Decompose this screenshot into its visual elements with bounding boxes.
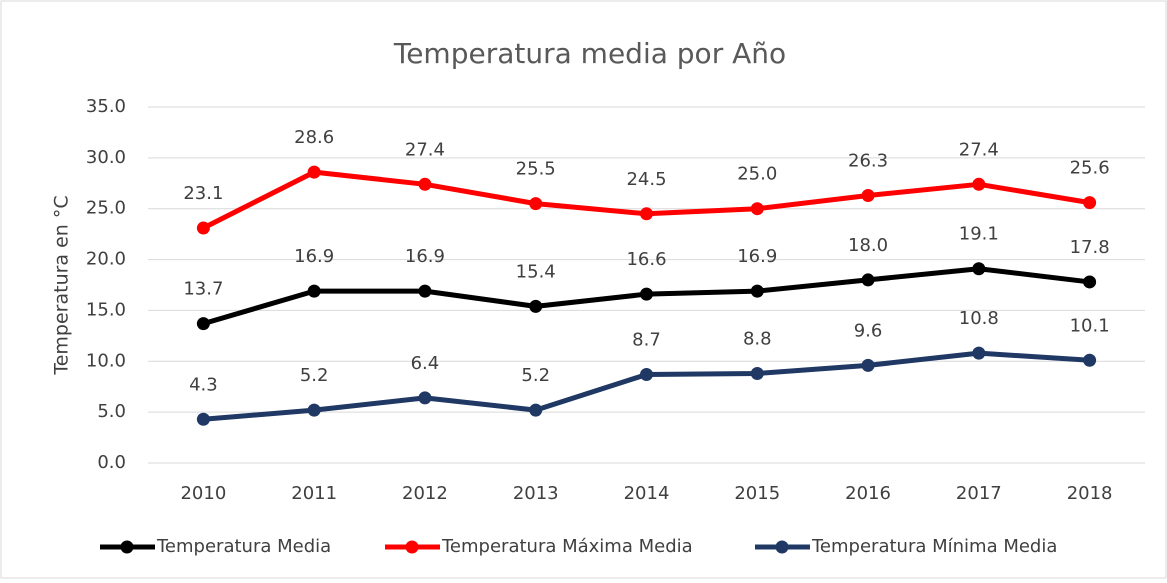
- data-point: [640, 207, 653, 221]
- y-axis-label: Temperatura en °C: [51, 195, 73, 375]
- x-tick-label: 2012: [402, 483, 448, 504]
- data-label: 5.2: [300, 365, 329, 386]
- data-label: 8.7: [632, 330, 661, 351]
- x-tick-label: 2010: [180, 483, 226, 504]
- data-label: 15.4: [516, 261, 556, 282]
- data-point: [1083, 196, 1097, 210]
- data-label: 16.9: [294, 246, 334, 267]
- data-label: 6.4: [411, 353, 440, 374]
- data-point: [1083, 275, 1097, 289]
- data-point: [307, 403, 321, 417]
- data-label: 28.6: [294, 127, 334, 148]
- data-label: 5.2: [521, 365, 550, 386]
- legend-marker: [775, 540, 789, 554]
- data-point: [307, 165, 321, 179]
- data-point: [750, 284, 764, 298]
- data-label: 16.6: [626, 249, 666, 270]
- data-label: 10.1: [1070, 315, 1110, 336]
- data-label: 17.8: [1070, 237, 1110, 258]
- data-label: 25.5: [516, 159, 556, 180]
- data-point: [418, 177, 432, 191]
- y-tick-label: 35.0: [86, 96, 126, 117]
- data-point: [196, 317, 210, 331]
- data-label: 18.0: [848, 235, 888, 256]
- data-label: 27.4: [405, 139, 445, 160]
- legend-label: Temperatura Media: [156, 536, 331, 557]
- chart-title: Temperatura media por Año: [393, 37, 786, 70]
- data-point: [640, 368, 653, 382]
- data-point: [750, 202, 764, 216]
- data-point: [418, 391, 432, 405]
- data-label: 23.1: [183, 183, 223, 204]
- x-tick-label: 2011: [291, 483, 337, 504]
- legend-marker: [405, 540, 419, 554]
- data-point: [529, 197, 543, 211]
- data-point: [640, 287, 653, 301]
- legend-marker: [120, 540, 134, 554]
- data-label: 25.6: [1070, 158, 1110, 179]
- data-point: [750, 366, 764, 380]
- y-tick-label: 30.0: [86, 147, 126, 168]
- legend-label: Temperatura Máxima Media: [441, 536, 693, 557]
- data-point: [861, 273, 875, 287]
- y-tick-label: 15.0: [86, 299, 126, 320]
- data-point: [1083, 353, 1097, 367]
- data-label: 9.6: [854, 320, 883, 341]
- data-label: 25.0: [737, 164, 777, 185]
- x-tick-label: 2015: [734, 483, 780, 504]
- data-label: 16.9: [405, 246, 445, 267]
- y-tick-label: 10.0: [86, 350, 126, 371]
- data-point: [972, 346, 986, 360]
- data-point: [196, 412, 210, 426]
- data-point: [307, 284, 321, 298]
- data-label: 19.1: [959, 224, 999, 245]
- x-tick-label: 2014: [624, 483, 670, 504]
- x-tick-label: 2013: [513, 483, 559, 504]
- data-label: 26.3: [848, 150, 888, 171]
- data-label: 4.3: [189, 374, 218, 395]
- data-point: [972, 262, 986, 276]
- x-tick-label: 2018: [1067, 483, 1113, 504]
- data-label: 13.7: [183, 279, 223, 300]
- y-tick-label: 20.0: [86, 249, 126, 270]
- data-point: [861, 188, 875, 202]
- data-point: [196, 221, 210, 235]
- data-label: 27.4: [959, 139, 999, 160]
- legend-label: Temperatura Mínima Media: [811, 536, 1057, 557]
- y-tick-label: 25.0: [86, 198, 126, 219]
- x-tick-label: 2016: [845, 483, 891, 504]
- data-label: 8.8: [743, 328, 772, 349]
- data-point: [972, 177, 986, 191]
- x-tick-label: 2017: [956, 483, 1002, 504]
- data-point: [529, 403, 543, 417]
- y-tick-label: 5.0: [97, 401, 126, 422]
- data-label: 16.9: [737, 246, 777, 267]
- y-tick-label: 0.0: [97, 452, 126, 473]
- data-point: [861, 358, 875, 372]
- data-point: [529, 299, 543, 313]
- data-label: 24.5: [626, 169, 666, 190]
- data-label: 10.8: [959, 308, 999, 329]
- data-point: [418, 284, 432, 298]
